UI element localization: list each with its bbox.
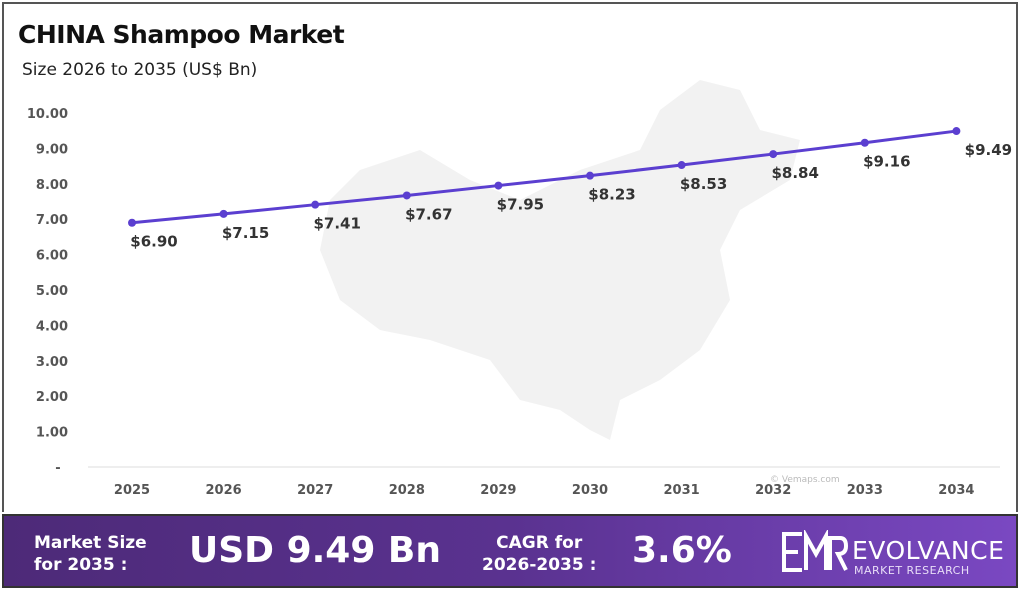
logo-subtitle: MARKET RESEARCH: [854, 564, 970, 577]
data-label: $7.95: [497, 196, 544, 214]
data-label: $8.53: [680, 175, 727, 193]
data-label: $9.16: [863, 153, 910, 171]
data-point: [677, 161, 686, 170]
data-point: [402, 191, 411, 200]
y-tick-label: 9.00: [36, 142, 68, 157]
x-tick-label: 2034: [938, 483, 974, 498]
data-point: [128, 218, 136, 227]
cagr-label-line1: CAGR for: [496, 533, 583, 553]
market-size-label-line2: for 2035 :: [34, 555, 128, 575]
data-point: [219, 209, 228, 218]
data-point: [769, 150, 778, 159]
y-tick-label: 8.00: [36, 178, 68, 193]
x-tick-label: 2033: [847, 483, 883, 498]
x-tick-label: 2031: [664, 483, 700, 498]
emr-logo-mark-icon: [782, 528, 849, 572]
data-label: $9.49: [965, 141, 1012, 159]
logo-name: EVOLVANCE: [852, 536, 1005, 565]
data-point: [494, 181, 503, 190]
x-tick-label: 2025: [114, 483, 150, 498]
y-tick-label: 10.00: [27, 107, 68, 122]
data-label: $7.41: [313, 215, 360, 233]
data-label: $7.67: [405, 205, 452, 223]
data-label: $6.90: [130, 233, 177, 251]
y-tick-label: 2.00: [36, 390, 68, 405]
x-tick-label: 2028: [389, 483, 425, 498]
market-size-value: USD 9.49 Bn: [189, 530, 441, 571]
y-tick-label: 1.00: [36, 426, 68, 441]
summary-banner: Market Size for 2035 : USD 9.49 Bn CAGR …: [2, 514, 1018, 588]
cagr-label-line2: 2026-2035 :: [482, 555, 597, 575]
cagr-value: 3.6%: [632, 530, 732, 571]
data-point: [586, 171, 594, 180]
data-point: [952, 127, 961, 136]
x-tick-label: 2032: [755, 483, 791, 498]
market-size-label: Market Size for 2035 :: [34, 532, 147, 576]
y-tick-label: 5.00: [36, 284, 68, 299]
data-point: [860, 138, 869, 147]
x-tick-label: 2029: [480, 483, 516, 498]
data-label: $7.15: [222, 224, 269, 242]
market-size-label-line1: Market Size: [34, 533, 147, 553]
chart-title: CHINA Shampoo Market: [18, 20, 345, 49]
y-tick-label: 3.00: [36, 355, 68, 370]
x-tick-label: 2026: [206, 483, 242, 498]
evolvance-logo: EVOLVANCE MARKET RESEARCH: [782, 528, 1004, 578]
series-line: [131, 129, 957, 225]
line-chart: - 1.00 2.00 3.00 4.00 5.00 6.00 7.00 8.00 9.00 10.…: [27, 80, 1012, 498]
data-point: [311, 200, 320, 209]
china-map-watermark: [320, 80, 800, 440]
cagr-label: CAGR for 2026-2035 :: [482, 532, 596, 576]
y-tick-label: 4.00: [36, 319, 68, 334]
data-label: $8.23: [588, 186, 635, 204]
y-tick-label: 6.00: [36, 249, 68, 264]
y-tick-label: 7.00: [36, 213, 68, 228]
chart-subtitle: Size 2026 to 2035 (US$ Bn): [22, 60, 258, 80]
chart-frame: [2, 2, 1018, 512]
data-label: $8.84: [771, 164, 818, 182]
x-tick-label: 2027: [297, 483, 333, 498]
y-tick-label: -: [55, 461, 60, 476]
x-tick-label: 2030: [572, 483, 608, 498]
map-credit: © Vemaps.com: [770, 475, 840, 485]
